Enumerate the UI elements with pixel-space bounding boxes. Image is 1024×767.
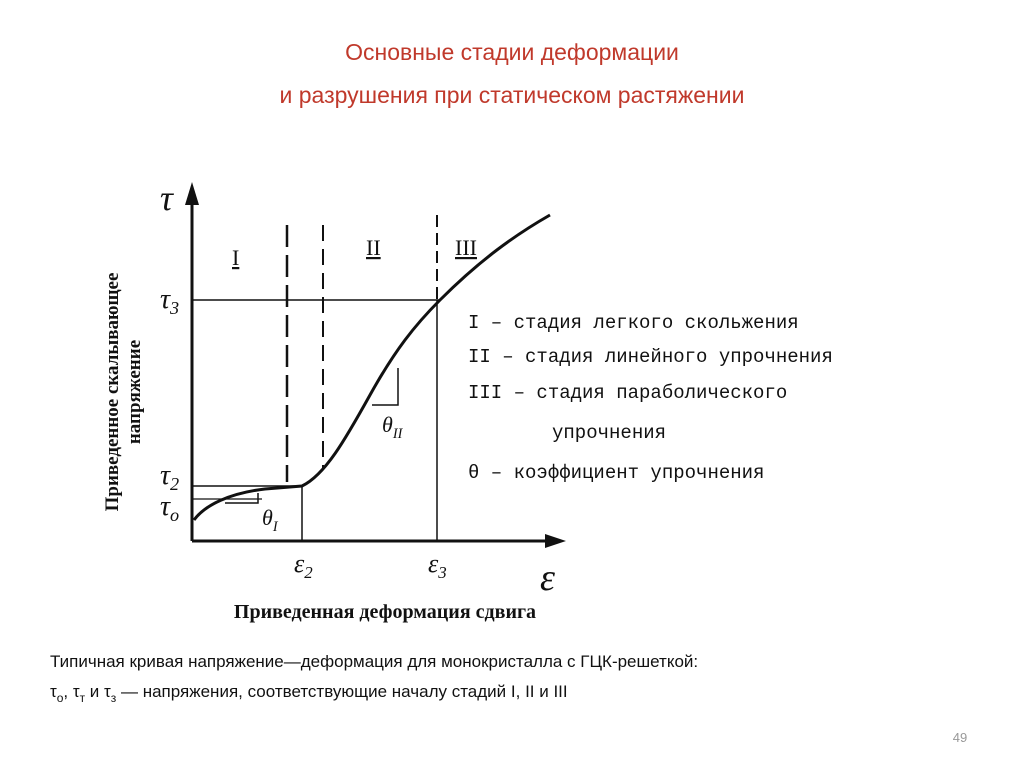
symbol: τ (160, 460, 171, 491)
symbol: τ (160, 491, 171, 522)
arrow (545, 534, 566, 548)
subscript: з (111, 691, 117, 705)
symbol: τ (160, 284, 171, 315)
title-line: Основные стадии деформации (345, 39, 679, 65)
x-axis-label: Приведенная деформация сдвига (234, 601, 536, 623)
axis-symbol: ε (540, 557, 555, 599)
symbol: ε (428, 549, 439, 578)
title-line: и разрушения при статическом растяжении (280, 82, 745, 108)
subscript: о (57, 691, 64, 705)
slope-label: θI (262, 505, 279, 535)
slope-triangle (225, 493, 259, 504)
arrow (185, 182, 199, 205)
subscript: o (170, 505, 179, 525)
subscript: 2 (304, 563, 313, 582)
y-axis-label: Приведенное скалывающее (102, 273, 123, 512)
subscript: т (80, 691, 86, 705)
caption-text: τ (50, 682, 57, 701)
caption-text: и τ (85, 682, 111, 701)
curve (192, 213, 551, 521)
subscript: 3 (169, 298, 179, 318)
symbol: θ (262, 505, 273, 530)
y-tick-label: τ3 (160, 284, 179, 318)
subscript: 3 (437, 563, 446, 582)
stage-label: II (366, 235, 381, 260)
x-tick-label: ε3 (428, 549, 447, 582)
axis-symbol: τ (160, 178, 174, 218)
legend-line: II – стадия линейного упрочнения (468, 346, 833, 368)
slope-triangle (372, 368, 399, 406)
caption-line: τо, τт и τз — напряжения, соответствующи… (50, 682, 568, 705)
slope-label: θII (382, 412, 404, 442)
caption-text: — напряжения, соответствующие началу ста… (116, 682, 567, 701)
subscript: II (392, 426, 404, 442)
y-tick-label: τo (160, 491, 179, 525)
y-axis-label: напряжение (124, 340, 145, 444)
legend-line: III – стадия параболического (468, 382, 787, 404)
x-tick-label: ε2 (294, 549, 313, 582)
subscript: I (272, 519, 279, 535)
subscript: 2 (170, 474, 179, 494)
caption-text: , τ (63, 682, 79, 701)
page-number: 49 (953, 730, 967, 745)
diagram: τ ε Приведенное скалывающее напряжение П… (102, 178, 833, 623)
y-tick-label: τ2 (160, 460, 179, 494)
stage-label: III (455, 235, 477, 260)
caption-line: Типичная кривая напряжение—деформация дл… (50, 652, 698, 671)
symbol: θ (382, 412, 393, 437)
symbol: ε (294, 549, 305, 578)
stage-label: I (232, 245, 239, 270)
legend-line: θ – коэффициент упрочнения (468, 462, 764, 484)
legend-line: упрочнения (552, 422, 666, 444)
legend-line: I – стадия легкого скольжения (468, 312, 799, 334)
